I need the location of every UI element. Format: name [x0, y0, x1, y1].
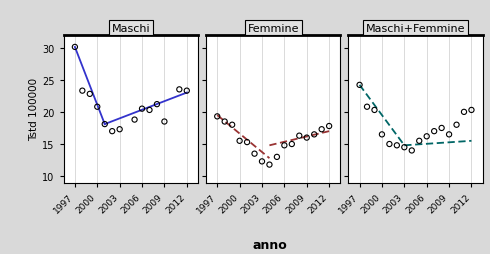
Point — [393, 144, 401, 148]
Point — [153, 103, 161, 107]
Point — [363, 105, 371, 109]
Point — [273, 155, 281, 159]
Title: Maschi: Maschi — [112, 23, 150, 34]
Point — [250, 152, 258, 156]
Point — [161, 120, 169, 124]
Point — [453, 123, 461, 127]
Point — [108, 130, 116, 134]
Point — [460, 110, 468, 115]
Point — [146, 108, 153, 113]
Point — [221, 120, 229, 124]
Point — [416, 139, 423, 143]
Point — [310, 133, 318, 137]
Point — [408, 149, 416, 153]
Point — [183, 89, 191, 93]
Title: Maschi+Femmine: Maschi+Femmine — [366, 23, 466, 34]
Point — [175, 88, 183, 92]
Point — [78, 89, 86, 93]
Point — [295, 134, 303, 138]
Point — [386, 142, 393, 147]
Point — [438, 126, 445, 131]
Point — [228, 123, 236, 127]
Point — [467, 108, 475, 113]
Point — [423, 135, 431, 139]
Point — [318, 128, 325, 132]
Point — [378, 133, 386, 137]
Point — [356, 84, 364, 88]
Point — [266, 163, 273, 167]
Point — [86, 92, 94, 97]
Point — [236, 139, 244, 143]
Point — [71, 46, 79, 50]
Y-axis label: Tstd 100000: Tstd 100000 — [29, 78, 39, 141]
Point — [280, 144, 288, 148]
Text: anno: anno — [252, 239, 287, 251]
Point — [303, 136, 311, 140]
Point — [288, 142, 296, 147]
Point — [213, 115, 221, 119]
Point — [131, 118, 139, 122]
Point — [445, 133, 453, 137]
Point — [400, 146, 408, 150]
Point — [430, 130, 438, 134]
Title: Femmine: Femmine — [247, 23, 299, 34]
Point — [258, 160, 266, 164]
Point — [370, 108, 378, 113]
Point — [243, 140, 251, 145]
Point — [116, 128, 123, 132]
Point — [101, 123, 109, 127]
Point — [325, 124, 333, 129]
Point — [94, 105, 101, 109]
Point — [138, 107, 146, 111]
